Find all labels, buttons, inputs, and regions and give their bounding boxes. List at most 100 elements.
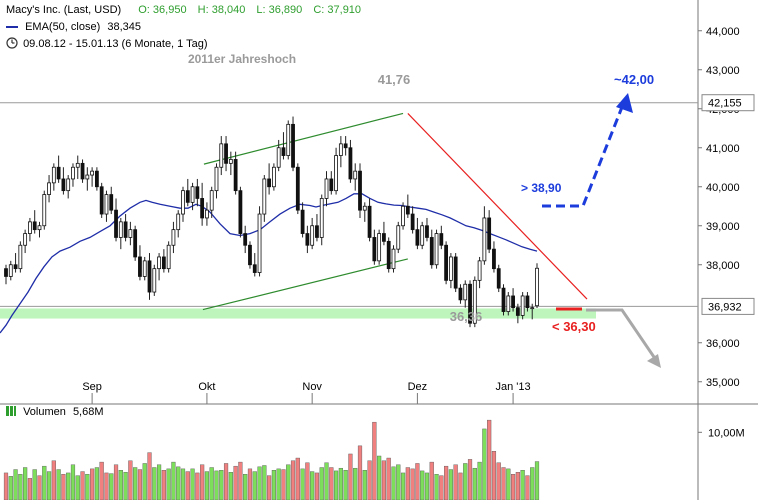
volume-bar-up (109, 473, 114, 500)
volume-bar-down (348, 453, 353, 500)
volume-bar-down (128, 460, 133, 500)
volume-bar-down (90, 468, 95, 500)
candle-down (123, 221, 128, 238)
volume-bar-down (295, 457, 300, 500)
volume-bar-up (424, 472, 430, 500)
volume-bar-up (506, 468, 511, 500)
volume-bar-down (37, 475, 42, 500)
bull-trigger-label: > 38,90 (521, 181, 562, 195)
bull-arrow-path (542, 101, 626, 208)
volume-bar-down (185, 471, 190, 500)
volume-bar-up (396, 464, 401, 500)
volume-bar-up (324, 462, 329, 500)
candle-down (4, 268, 8, 277)
candle-down (238, 190, 243, 234)
y-tick-label: 40,000 (706, 182, 740, 194)
ema-label: EMA(50, close) (25, 21, 101, 33)
candle-down (343, 143, 348, 149)
candle-down (515, 307, 520, 316)
candle-down (248, 244, 252, 266)
volume-bar-up (142, 463, 147, 500)
volume-bar-up (271, 470, 276, 500)
y-tick-label: 38,000 (706, 260, 740, 272)
candle-down (358, 170, 362, 211)
candle-up (228, 159, 233, 164)
trend-channel-lower (202, 258, 408, 311)
instrument-name: Macy's Inc. (Last, USD) (6, 4, 122, 16)
bull-arrowhead-icon (616, 93, 633, 113)
candle-down (453, 256, 458, 289)
candle-up (463, 283, 468, 301)
volume-bar-down (3, 472, 9, 500)
candle-up (338, 143, 343, 156)
clock-icon (6, 37, 18, 49)
volume-header: Volumen 5,68M (6, 405, 104, 419)
candle-up (104, 194, 109, 215)
candle-up (530, 307, 535, 310)
candle-up (535, 267, 539, 307)
candle-down (233, 159, 238, 192)
volume-bar-up (391, 466, 396, 500)
volume-bar-up (228, 472, 233, 500)
volume-bar-up (257, 466, 262, 500)
volume-bar-up (520, 470, 525, 500)
candle-up (42, 194, 47, 227)
volume-bar-up (377, 455, 382, 500)
volume-bar-up (13, 469, 18, 500)
volume-bar-down (439, 475, 444, 500)
volume-bar-down (367, 460, 372, 500)
period-label: 09.08.12 - 15.01.13 (6 Monate, 1 Tag) (23, 38, 208, 50)
volume-bar-down (290, 460, 296, 500)
volume-bar-down (453, 464, 458, 500)
low-value: L: 36,890 (256, 4, 303, 16)
candle-up (506, 295, 511, 312)
volume-bar-down (410, 468, 415, 500)
candle-up (482, 217, 487, 262)
bull-target-label: ~42,00 (614, 72, 654, 87)
candle-up (152, 268, 157, 293)
volume-bar-up (209, 467, 214, 500)
candle-down (224, 143, 228, 164)
candle-up (8, 264, 13, 277)
candle-up (477, 260, 482, 281)
volume-bar-down (510, 474, 516, 500)
volume-bar-up (18, 474, 23, 500)
volume-bar-up (463, 463, 468, 500)
candle-down (281, 147, 286, 156)
volume-bar-up (472, 467, 477, 500)
candle-up (66, 178, 71, 192)
candle-up (214, 166, 219, 192)
candle-up (401, 205, 405, 227)
x-tick-label: Sep (82, 381, 102, 393)
candle-down (386, 240, 391, 270)
candle-down (501, 287, 506, 312)
candle-up (353, 170, 358, 180)
open-value: O: 36,950 (138, 4, 187, 16)
candle-up (396, 225, 401, 250)
volume-bar-down (99, 461, 104, 500)
candle-up (391, 248, 396, 270)
high-value-label: 41,76 (378, 72, 411, 87)
candle-up (85, 174, 90, 180)
volume-bar-down (305, 462, 310, 500)
ema-line (0, 193, 538, 334)
volume-bar-up (66, 472, 71, 500)
candle-up (219, 143, 224, 168)
volume-bar-down (314, 472, 320, 500)
volume-bar-up (166, 468, 171, 500)
candle-up (171, 229, 176, 246)
volume-bar-up (176, 466, 181, 500)
candle-down (252, 264, 257, 273)
volume-bar-down (329, 467, 334, 500)
volume-bar-down (372, 421, 377, 500)
volume-bar-down (496, 462, 501, 500)
candle-down (291, 123, 295, 168)
candle-up (334, 155, 338, 192)
close-value: C: 37,910 (313, 4, 362, 16)
volume-bar-up (343, 470, 348, 500)
volume-bar-up (420, 470, 425, 500)
volume-bar-up (152, 467, 157, 500)
volume-bar-down (147, 452, 152, 500)
candle-up (434, 233, 439, 266)
